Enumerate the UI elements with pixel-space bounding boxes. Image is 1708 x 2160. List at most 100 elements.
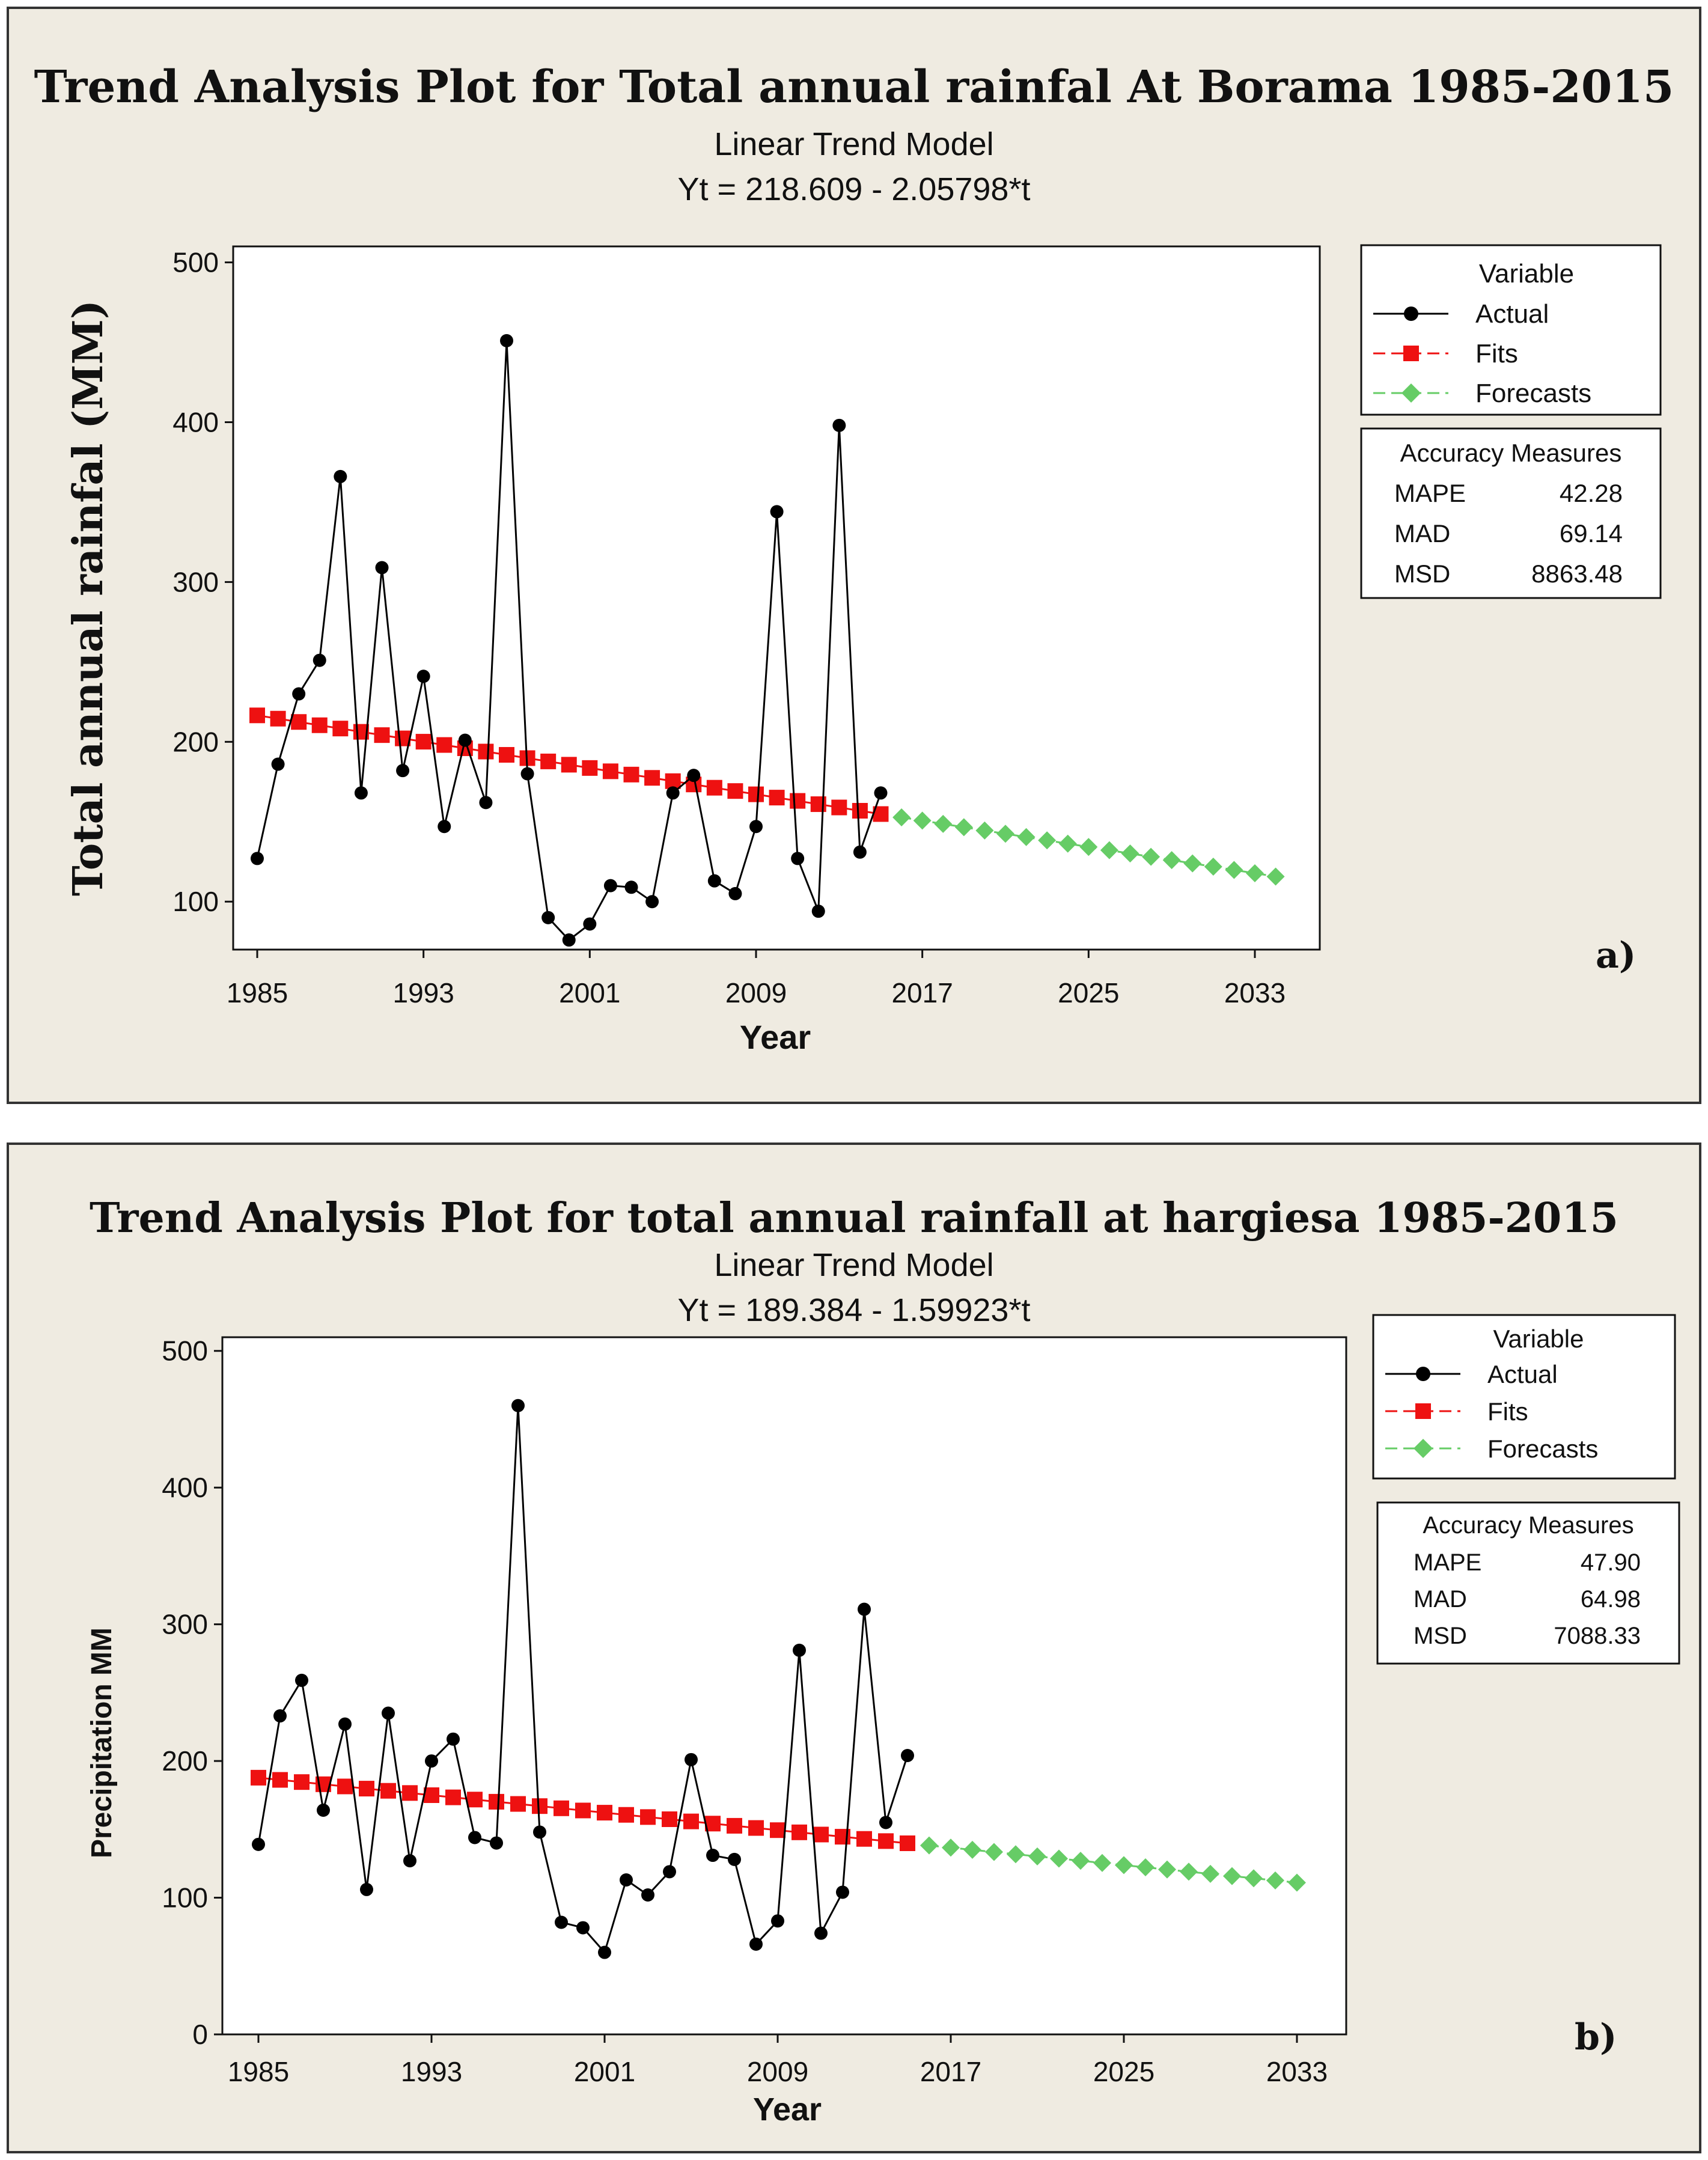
chart-b-legend: Variable Actual Fits Forecasts	[1372, 1314, 1676, 1480]
forecast-point	[1246, 864, 1264, 882]
actual-point	[403, 1854, 416, 1868]
legend-forecasts-marker	[1401, 383, 1421, 403]
fit-point	[532, 1798, 547, 1814]
accuracy-title: Accuracy Measures	[1423, 1512, 1633, 1539]
chart-a-actual-series	[251, 334, 888, 947]
forecast-point	[1204, 858, 1222, 876]
actual-point	[382, 1706, 395, 1720]
legend-entry-forecasts: Forecasts	[1487, 1435, 1598, 1463]
actual-point	[338, 1717, 352, 1731]
accuracy-mape-value: 42.28	[1560, 479, 1623, 507]
y-tick-label: 100	[162, 1882, 208, 1914]
actual-point	[396, 764, 410, 778]
fit-point	[582, 760, 598, 776]
forecast-point	[1266, 1871, 1284, 1890]
fit-point	[623, 766, 639, 783]
y-tick-label: 500	[172, 247, 219, 278]
forecast-point	[913, 811, 932, 830]
actual-point	[500, 334, 513, 347]
actual-point	[770, 505, 784, 519]
fit-point	[294, 1774, 310, 1790]
x-tick-label: 1993	[392, 977, 454, 1008]
accuracy-msd-label: MSD	[1414, 1623, 1467, 1649]
accuracy-title: Accuracy Measures	[1400, 439, 1622, 467]
fit-point	[640, 1809, 656, 1825]
chart-a-legend: Variable Actual Fits Forecasts	[1360, 244, 1662, 416]
fit-point	[270, 710, 286, 727]
actual-point	[354, 786, 368, 800]
legend-entry-fits: Fits	[1475, 339, 1518, 368]
forecast-point	[996, 825, 1014, 843]
fit-point	[856, 1831, 872, 1847]
x-tick-label: 1993	[401, 2056, 462, 2087]
forecast-point	[954, 818, 973, 837]
x-tick-label: 2017	[891, 977, 953, 1008]
forecast-point	[1223, 1867, 1241, 1885]
x-tick-label: 2033	[1224, 977, 1286, 1008]
fit-point	[831, 799, 847, 816]
accuracy-mad-value: 64.98	[1581, 1586, 1641, 1612]
y-tick-label: 300	[172, 566, 219, 597]
chart-b-plot-area	[221, 1336, 1347, 2036]
fit-point	[251, 1769, 266, 1786]
forecast-point	[1028, 1847, 1046, 1866]
actual-point	[687, 769, 701, 783]
actual-point	[447, 1732, 460, 1746]
y-tick-label: 200	[162, 1745, 208, 1777]
forecast-point	[985, 1843, 1003, 1861]
chart-a-accuracy-box: Accuracy Measures MAPE 42.28 MAD 69.14 M…	[1360, 427, 1662, 599]
chart-a-equation: Yt = 218.609 - 2.05798*t	[678, 171, 1031, 207]
fit-point	[602, 763, 618, 779]
legend-fits-marker	[1403, 346, 1419, 361]
chart-b-x-label: Year	[753, 2091, 822, 2128]
actual-point	[624, 880, 638, 894]
x-tick-label: 2017	[920, 2056, 981, 2087]
fit-point	[272, 1772, 288, 1788]
fit-point	[489, 1793, 504, 1810]
actual-point	[836, 1885, 849, 1899]
fit-point	[575, 1802, 591, 1819]
chart-b-y-axis: 0 100 200 300 400 500	[162, 1335, 222, 2050]
y-tick-label: 500	[162, 1335, 208, 1367]
fit-point	[291, 714, 307, 730]
forecast-point	[1038, 831, 1057, 850]
actual-point	[901, 1749, 914, 1762]
chart-a-subtitle: Linear Trend Model	[714, 126, 993, 162]
accuracy-msd-value: 8863.48	[1531, 560, 1623, 588]
actual-point	[295, 1673, 308, 1687]
forecast-point	[1245, 1869, 1263, 1888]
forecast-point	[1158, 1860, 1176, 1879]
forecast-point	[920, 1836, 938, 1855]
actual-point	[853, 845, 867, 859]
actual-point	[468, 1831, 481, 1844]
forecast-point	[975, 821, 994, 840]
actual-point	[479, 796, 493, 810]
actual-point	[533, 1825, 546, 1839]
forecast-point	[1100, 841, 1118, 859]
actual-point	[858, 1602, 871, 1616]
actual-point	[416, 670, 430, 683]
fit-point	[380, 1783, 396, 1799]
legend-entry-actual: Actual	[1487, 1360, 1558, 1388]
actual-point	[793, 1643, 806, 1657]
fit-point	[878, 1833, 894, 1849]
fit-point	[791, 1824, 807, 1840]
actual-point	[791, 852, 805, 865]
x-tick-label: 2033	[1266, 2056, 1328, 2087]
forecast-point	[892, 808, 911, 826]
chart-a-y-label: Total annual rainfal (MM)	[64, 300, 112, 896]
fit-point	[445, 1789, 461, 1805]
chart-a-forecasts-series	[892, 808, 1285, 886]
actual-point	[874, 786, 888, 800]
legend-forecasts-marker	[1414, 1439, 1433, 1458]
actual-point	[273, 1709, 287, 1723]
accuracy-mape-value: 47.90	[1581, 1549, 1641, 1576]
actual-point	[641, 1888, 654, 1902]
fit-point	[706, 779, 722, 796]
fit-point	[499, 746, 514, 763]
x-tick-label: 2001	[574, 2056, 635, 2087]
legend-fits-marker	[1415, 1403, 1431, 1419]
actual-point	[458, 733, 472, 747]
forecast-point	[1142, 847, 1161, 866]
chart-b-title: Trend Analysis Plot for total annual rai…	[90, 1194, 1618, 1242]
